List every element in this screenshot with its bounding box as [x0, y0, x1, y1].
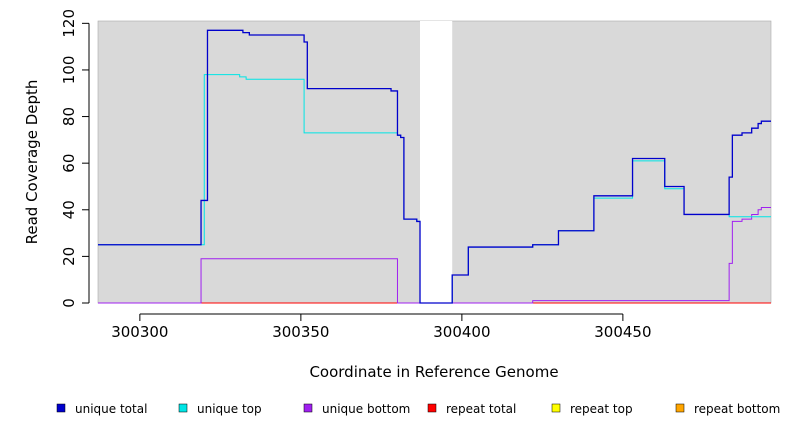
series-layer: [98, 29, 771, 304]
x-tick-label: 300400: [433, 323, 490, 341]
legend-swatch: [56, 403, 66, 413]
x-tick-label: 300300: [111, 323, 168, 341]
series-line-unique-bottom: [98, 206, 771, 304]
legend-label: unique total: [75, 402, 147, 416]
y-tick-label: 0: [60, 298, 78, 308]
y-tick-label: 100: [60, 56, 78, 85]
legend-swatch: [427, 403, 437, 413]
series-line-unique-total: [98, 29, 771, 304]
y-tick-label: 60: [60, 154, 78, 173]
y-tick-label: 120: [60, 9, 78, 38]
gap-region: [420, 21, 453, 303]
y-axis: 0 20 40 60 80 100 120: [60, 9, 90, 308]
y-tick-label: 40: [60, 200, 78, 219]
legend-label: unique bottom: [322, 402, 410, 416]
x-tick-label: 300450: [594, 323, 651, 341]
legend-label: repeat total: [446, 402, 516, 416]
legend-label: repeat bottom: [694, 402, 780, 416]
legend-label: repeat top: [570, 402, 633, 416]
legend-swatch: [303, 403, 313, 413]
y-tick-label: 80: [60, 107, 78, 126]
x-tick-label: 300350: [272, 323, 329, 341]
y-tick-label: 20: [60, 247, 78, 266]
legend-swatch: [551, 403, 561, 413]
x-axis: 300300 300350 300400 300450: [111, 313, 652, 341]
legend: unique total unique top unique bottom repea…: [56, 402, 780, 416]
legend-swatch: [178, 403, 188, 413]
legend-swatch: [675, 403, 685, 413]
legend-label: unique top: [197, 402, 262, 416]
y-axis-label: Read Coverage Depth: [23, 80, 41, 245]
x-axis-label: Coordinate in Reference Genome: [309, 363, 558, 381]
